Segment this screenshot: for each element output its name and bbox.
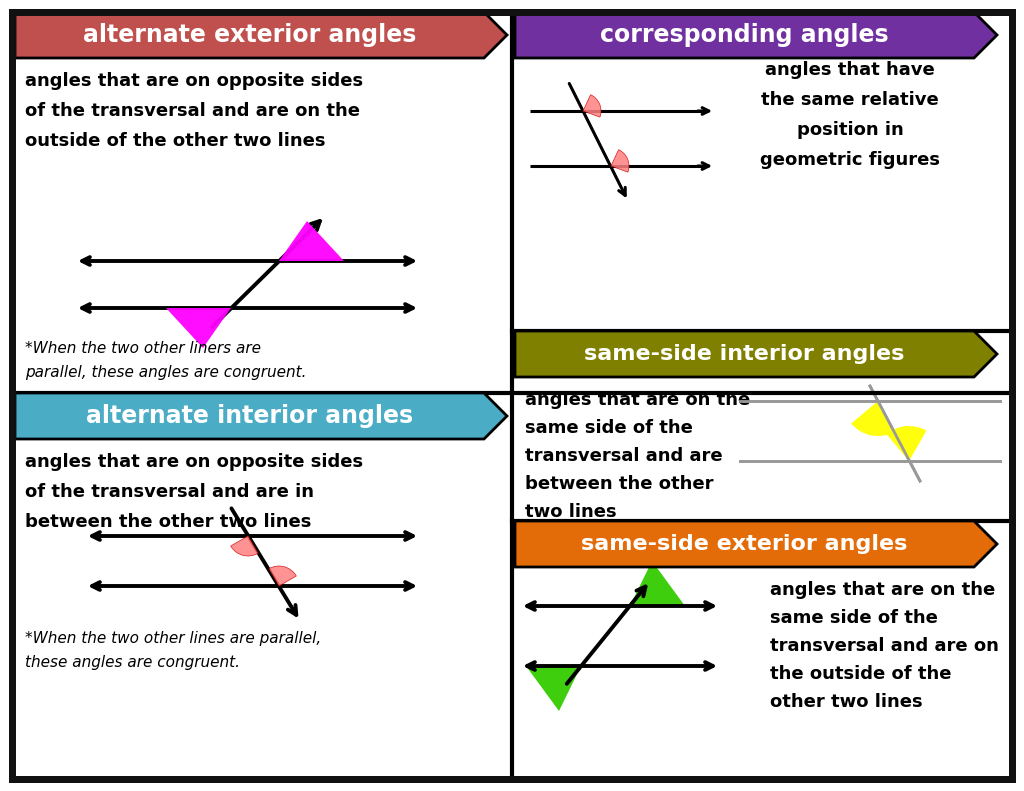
Text: alternate interior angles: alternate interior angles	[86, 404, 413, 428]
Text: angles that are on opposite sides: angles that are on opposite sides	[25, 72, 364, 90]
Text: angles that are on opposite sides: angles that are on opposite sides	[25, 453, 364, 471]
Text: transversal and are: transversal and are	[525, 447, 723, 465]
Text: angles that are on the: angles that are on the	[770, 581, 995, 599]
Text: position in: position in	[797, 121, 903, 139]
Polygon shape	[279, 221, 344, 261]
Text: *When the two other liners are: *When the two other liners are	[25, 341, 261, 356]
Text: *When the two other lines are parallel,: *When the two other lines are parallel,	[25, 631, 322, 646]
Text: two lines: two lines	[525, 503, 616, 521]
Text: outside of the other two lines: outside of the other two lines	[25, 132, 326, 150]
Text: same-side interior angles: same-side interior angles	[585, 344, 904, 364]
Text: same side of the: same side of the	[525, 419, 693, 437]
Text: between the other: between the other	[525, 475, 714, 493]
Wedge shape	[230, 536, 258, 556]
Text: other two lines: other two lines	[770, 693, 923, 711]
Polygon shape	[15, 393, 507, 439]
FancyBboxPatch shape	[12, 12, 1012, 779]
Text: the outside of the: the outside of the	[770, 665, 951, 683]
Polygon shape	[166, 308, 231, 348]
Wedge shape	[887, 426, 927, 461]
Polygon shape	[526, 666, 581, 711]
Text: these angles are congruent.: these angles are congruent.	[25, 655, 240, 670]
Text: geometric figures: geometric figures	[760, 151, 940, 169]
Polygon shape	[15, 12, 507, 58]
Polygon shape	[515, 521, 997, 567]
Text: angles that are on the: angles that are on the	[525, 391, 751, 409]
Polygon shape	[630, 561, 685, 606]
Text: of the transversal and are on the: of the transversal and are on the	[25, 102, 360, 120]
Text: same side of the: same side of the	[770, 609, 938, 627]
Wedge shape	[851, 401, 893, 436]
Wedge shape	[269, 566, 296, 586]
Wedge shape	[583, 95, 601, 117]
Text: parallel, these angles are congruent.: parallel, these angles are congruent.	[25, 365, 306, 380]
Text: the same relative: the same relative	[761, 91, 939, 109]
Text: alternate exterior angles: alternate exterior angles	[83, 23, 416, 47]
Text: of the transversal and are in: of the transversal and are in	[25, 483, 314, 501]
Wedge shape	[611, 149, 629, 172]
Text: transversal and are on: transversal and are on	[770, 637, 998, 655]
Polygon shape	[515, 12, 997, 58]
Text: same-side exterior angles: same-side exterior angles	[582, 534, 907, 554]
Text: between the other two lines: between the other two lines	[25, 513, 311, 531]
Polygon shape	[515, 331, 997, 377]
Text: corresponding angles: corresponding angles	[600, 23, 889, 47]
Text: angles that have: angles that have	[765, 61, 935, 79]
